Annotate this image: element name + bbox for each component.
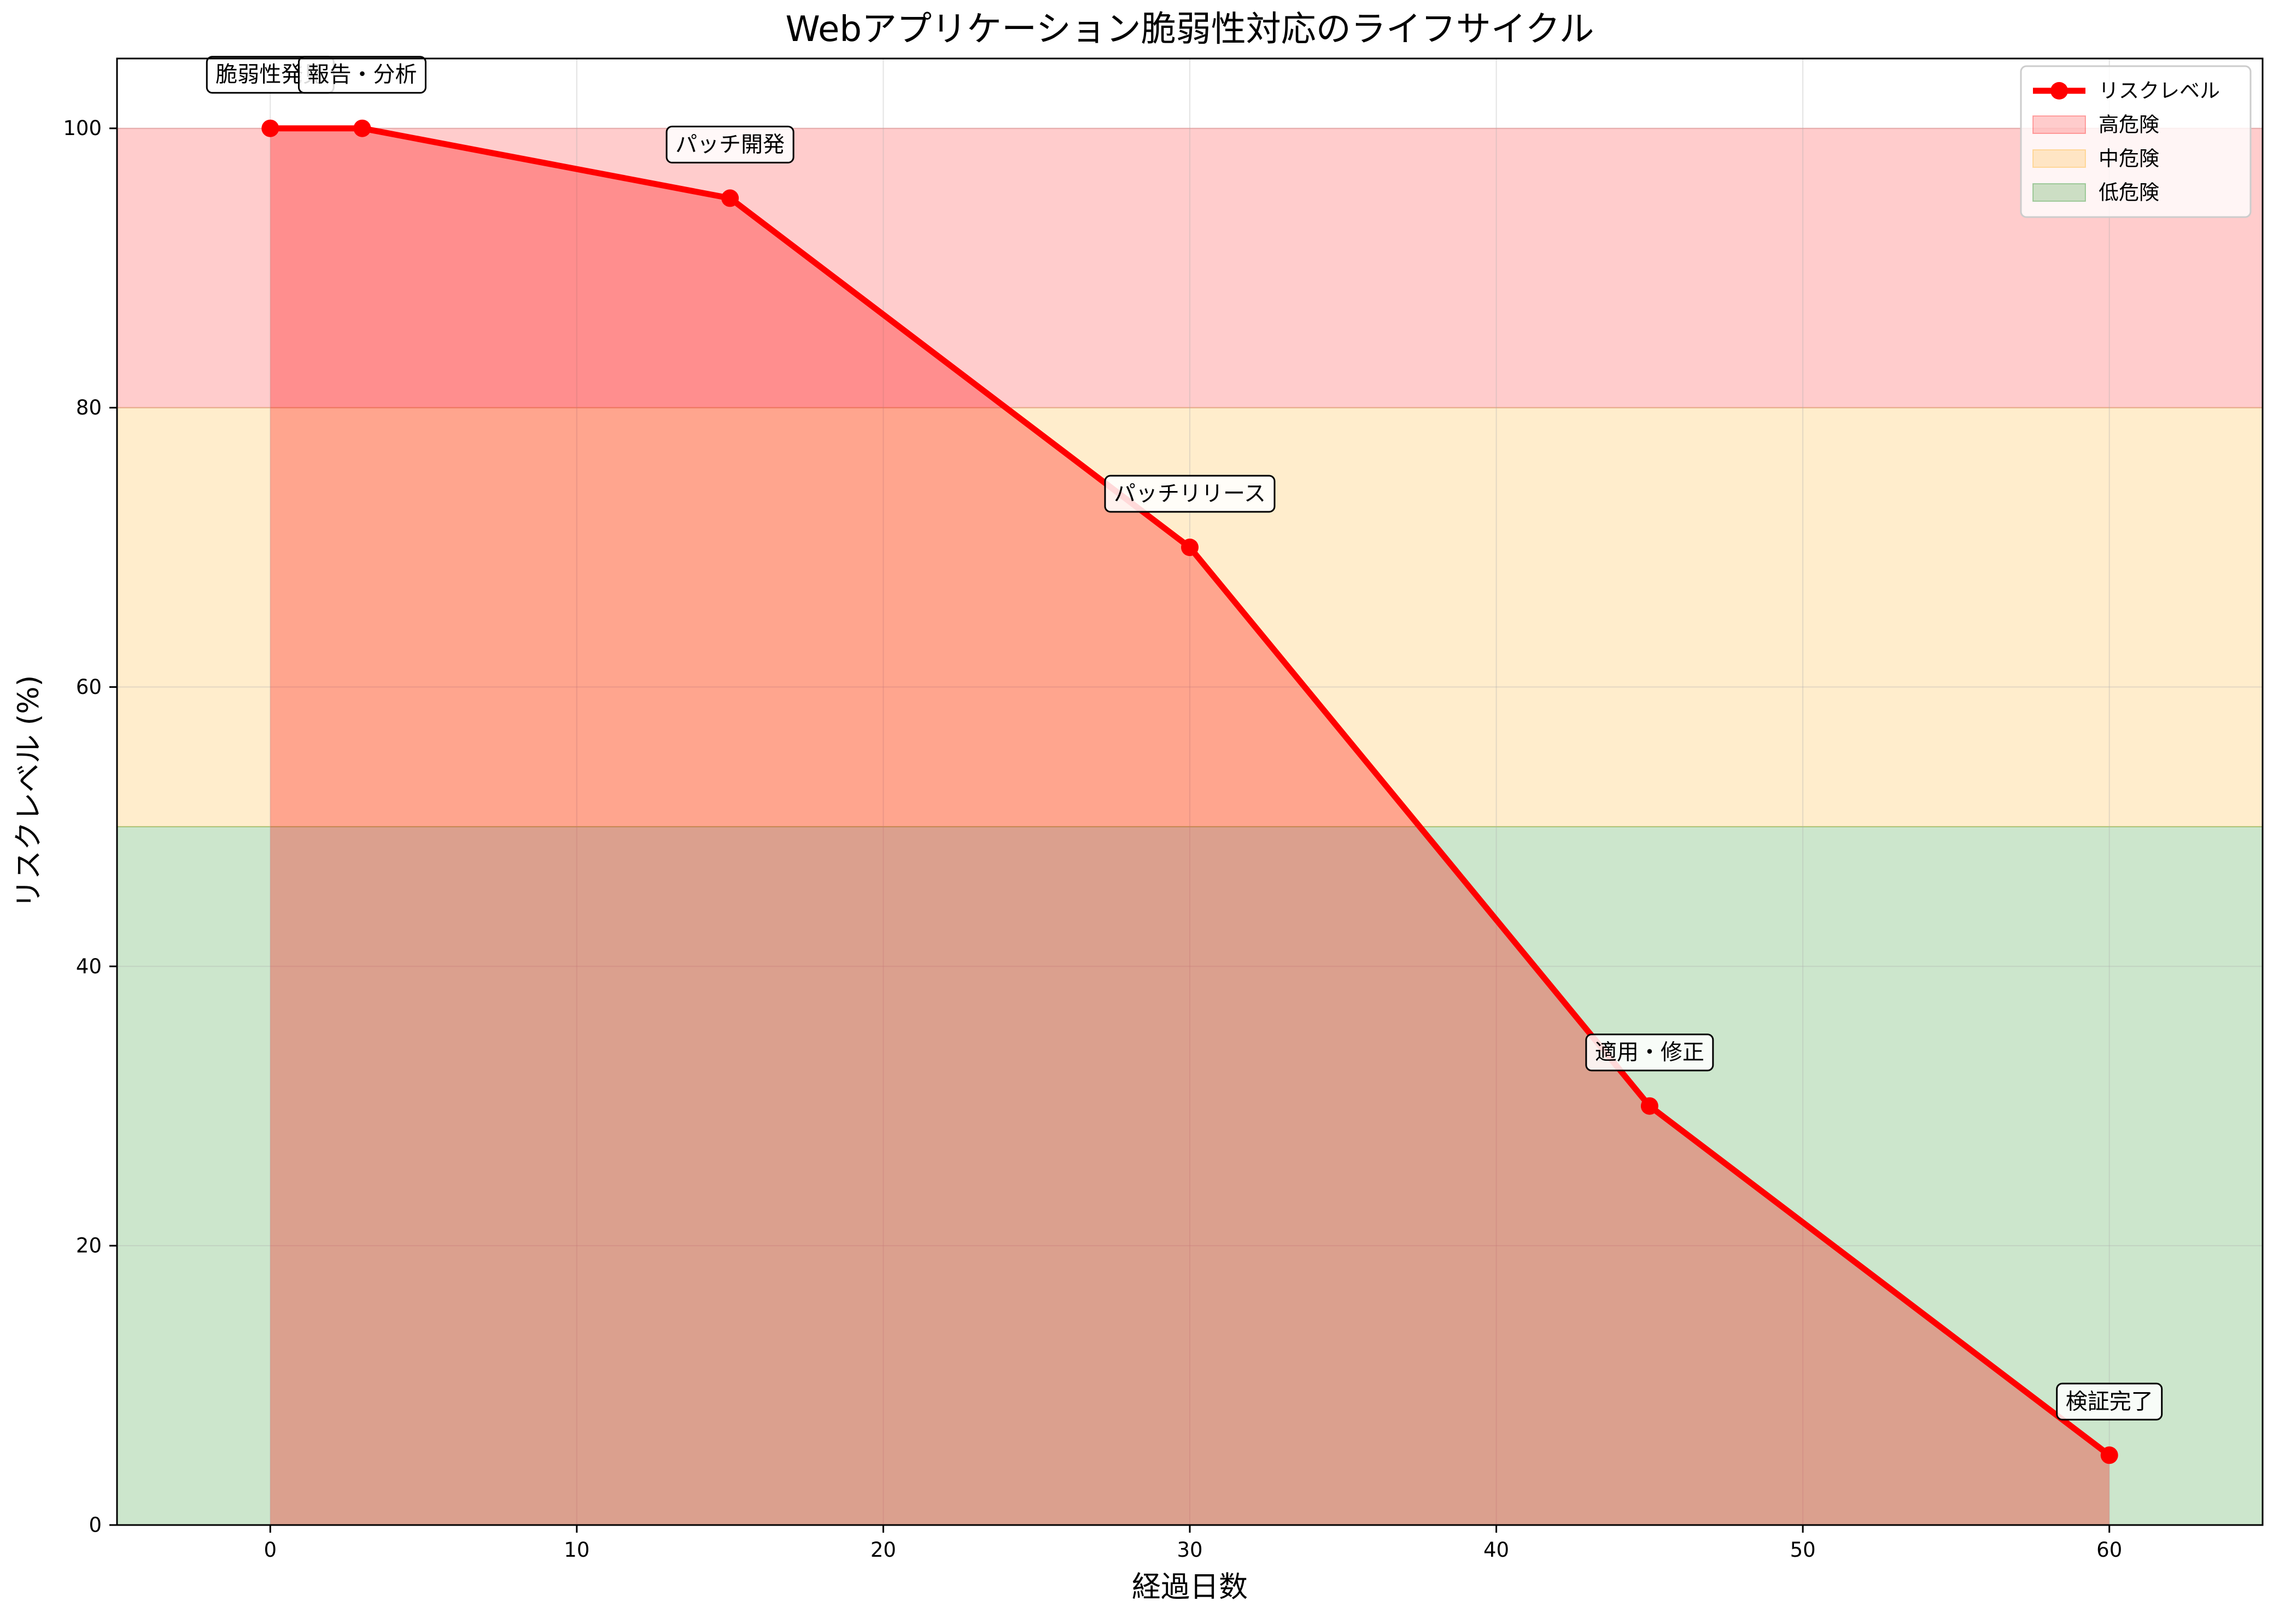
data-point: [261, 119, 279, 137]
y-tick-label: 0: [89, 1514, 102, 1537]
annotation-box: [1585, 1033, 1714, 1072]
annotation-box: [2056, 1382, 2163, 1421]
y-tick-label: 40: [76, 955, 102, 978]
data-point: [353, 119, 371, 137]
annotation-label: 適用・修正: [1595, 1040, 1704, 1065]
x-tick-label: 40: [1483, 1538, 1509, 1562]
data-point: [721, 189, 739, 207]
legend-item-1: 高危険: [2032, 113, 2159, 137]
annotation-2: パッチ開発: [665, 125, 794, 163]
annotation-5: 検証完了: [2056, 1382, 2163, 1421]
legend-patch-swatch: [2032, 149, 2086, 168]
annotation-label: 報告・分析: [307, 62, 417, 87]
x-tick-label: 0: [264, 1538, 277, 1562]
legend-item-3: 低危険: [2032, 181, 2159, 205]
x-tick-label: 60: [2096, 1538, 2122, 1562]
annotation-box: [1104, 475, 1276, 513]
risk-bands: [117, 127, 2263, 1525]
axis-ticks: 0 10 20 30 40 50 60 0 20 40 60 80 100: [63, 116, 2122, 1562]
risk-area-fill: [270, 128, 2109, 1525]
risk-band-0: [117, 127, 2263, 408]
data-point: [2100, 1446, 2118, 1464]
annotation-4: 適用・修正: [1585, 1033, 1714, 1072]
y-tick-label: 80: [76, 396, 102, 419]
x-tick-label: 30: [1177, 1538, 1202, 1562]
data-point: [1640, 1097, 1658, 1115]
chart-title: Webアプリケーション脆弱性対応のライフサイクル: [785, 9, 1594, 50]
series-line-0: [267, 125, 2113, 1458]
annotation-label: 検証完了: [2066, 1389, 2153, 1414]
legend-frame: [2020, 65, 2252, 218]
legend-label: 低危険: [2099, 181, 2159, 205]
annotation-label: パッチリリース: [1114, 481, 1266, 506]
x-tick-label: 50: [1790, 1538, 1816, 1562]
legend-marker-swatch: [2050, 82, 2068, 100]
legend-label: リスクレベル: [2099, 79, 2220, 103]
legend-item-2: 中危険: [2032, 147, 2159, 171]
annotation-1: 報告・分析: [297, 56, 426, 94]
x-tick-label: 20: [870, 1538, 896, 1562]
legend-patch-swatch: [2032, 183, 2086, 202]
y-tick-label: 100: [63, 116, 102, 140]
y-tick-label: 20: [76, 1234, 102, 1258]
y-axis-title: リスクレベル (%): [12, 675, 45, 909]
annotation-label: パッチ開発: [675, 132, 785, 157]
x-tick-label: 10: [564, 1538, 589, 1562]
legend-label: 中危険: [2099, 147, 2159, 171]
data-point: [1181, 539, 1199, 556]
annotation-box: [297, 56, 426, 94]
series-markers: [261, 119, 2118, 1464]
series-lines: [267, 125, 2113, 1458]
legend-patch-swatch: [2032, 115, 2086, 134]
legend-label: 高危険: [2099, 113, 2159, 137]
annotation-box: [665, 125, 794, 163]
legend-item-0: リスクレベル: [2033, 79, 2220, 103]
series-area-0: [270, 128, 2109, 1525]
x-axis-title: 経過日数: [1132, 1570, 1248, 1604]
risk-band-2: [117, 826, 2263, 1525]
annotation-3: パッチリリース: [1104, 475, 1276, 513]
y-tick-label: 60: [76, 675, 102, 699]
